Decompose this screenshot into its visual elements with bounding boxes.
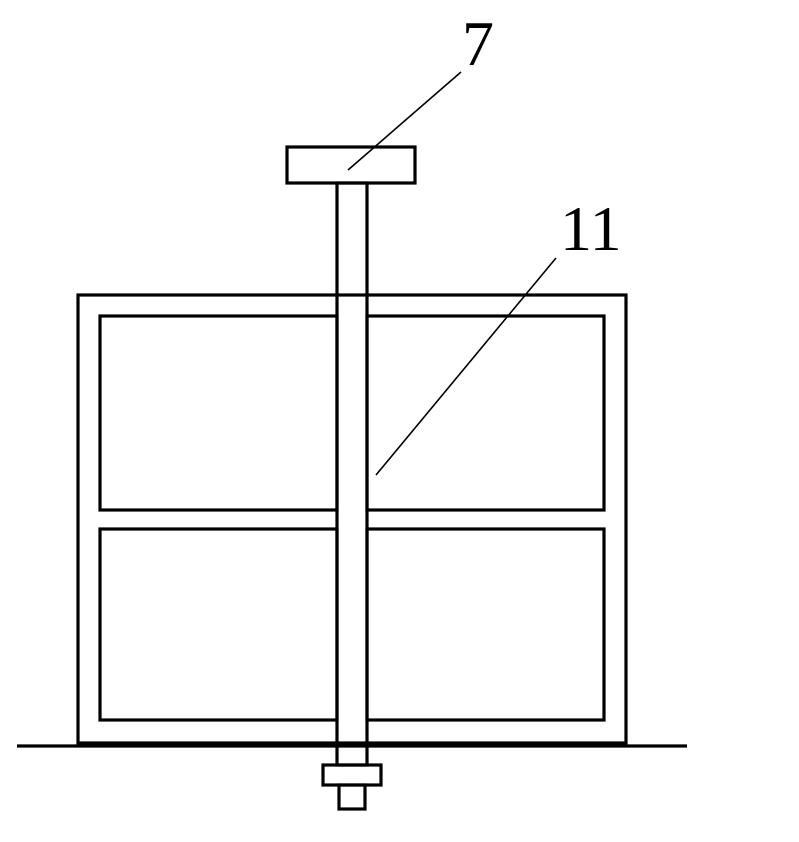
inner-panel-bottom-right [367, 529, 604, 720]
leader-line-11 [376, 258, 556, 475]
top-cap [287, 147, 415, 183]
label-7: 7 [462, 8, 494, 79]
label-11: 11 [560, 193, 622, 264]
inner-panel-top-right [367, 316, 604, 510]
inner-panel-bottom-left [100, 529, 337, 720]
outer-box [78, 295, 626, 743]
leader-line-7 [348, 72, 461, 170]
diagram-root: 7 11 [0, 0, 799, 842]
shaft [337, 183, 367, 765]
lower-collar [323, 765, 381, 785]
inner-panel-top-left [100, 316, 337, 510]
lower-stub [339, 785, 365, 809]
